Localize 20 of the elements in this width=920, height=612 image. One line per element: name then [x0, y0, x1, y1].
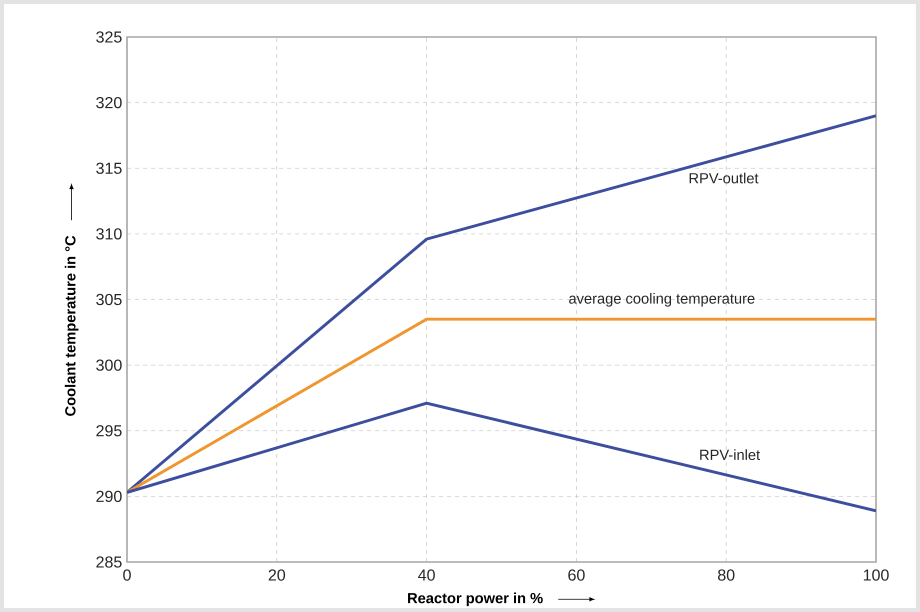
series-label: average cooling temperature [569, 292, 754, 307]
series-label: RPV-inlet [700, 449, 760, 460]
y-tick-label: 320 [96, 96, 122, 108]
x-tick-label: 40 [418, 569, 435, 581]
x-tick-label: 0 [123, 569, 131, 581]
x-tick-label: 80 [718, 569, 734, 581]
y-tick-label: 325 [96, 31, 122, 43]
y-tick-label: 300 [96, 359, 122, 371]
x-axis-title: Reactor power in % [408, 592, 543, 606]
y-tick-label: 310 [96, 228, 122, 240]
y-tick-label: 295 [96, 425, 122, 436]
x-tick-label: 60 [568, 569, 585, 581]
x-tick-label: 20 [268, 569, 286, 581]
x-tick-label: 100 [864, 569, 889, 581]
y-tick-label: 290 [96, 490, 122, 502]
y-tick-label: 305 [96, 294, 122, 306]
y-axis-title: Coolant temperature in °C [64, 236, 78, 416]
y-tick-label: 315 [96, 162, 122, 174]
y-tick-label: 285 [96, 556, 122, 568]
series-label: RPV-outlet [690, 172, 758, 184]
